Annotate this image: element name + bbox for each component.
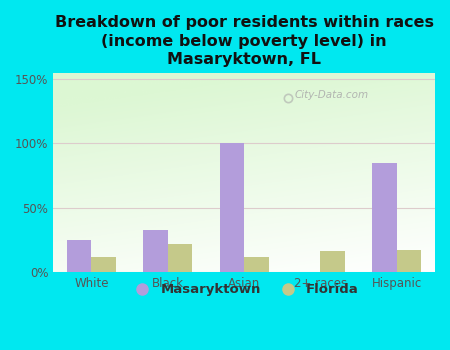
Bar (67, 240, 91, 272)
Bar (397, 250, 421, 272)
Bar (144, 230, 168, 272)
Bar (244, 257, 269, 272)
Bar (220, 144, 244, 272)
Bar (168, 244, 192, 272)
Bar (320, 252, 345, 272)
Bar (373, 163, 397, 272)
Title: Breakdown of poor residents within races
(income below poverty level) in
Masaryk: Breakdown of poor residents within races… (54, 15, 434, 67)
Text: City-Data.com: City-Data.com (295, 91, 369, 100)
Bar (91, 257, 116, 272)
Legend: Masaryktown, Florida: Masaryktown, Florida (124, 278, 364, 301)
